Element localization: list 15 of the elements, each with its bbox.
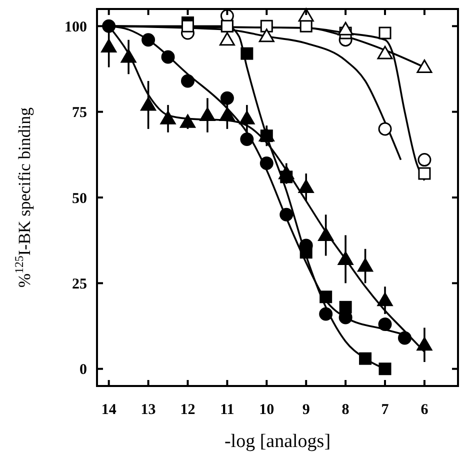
x-tick-label: 8 — [342, 402, 350, 418]
y-tick-label: 100 — [64, 19, 87, 36]
x-tick-label: 11 — [220, 402, 234, 418]
x-tick-label: 7 — [381, 402, 390, 418]
y-tick-label: 75 — [72, 105, 87, 122]
y-tick-label: 25 — [72, 276, 87, 292]
x-tick-label: 9 — [302, 402, 310, 418]
x-tick-label: 14 — [101, 402, 117, 418]
y-tick-label: 0 — [80, 362, 87, 378]
y-tick-label: 50 — [72, 190, 87, 207]
x-tick-label: 10 — [259, 402, 274, 418]
x-tick-label: 12 — [180, 402, 196, 418]
x-tick-label: 13 — [140, 402, 156, 418]
x-axis-title: -log [analogs] — [224, 431, 331, 452]
x-tick-label: 6 — [420, 402, 429, 418]
